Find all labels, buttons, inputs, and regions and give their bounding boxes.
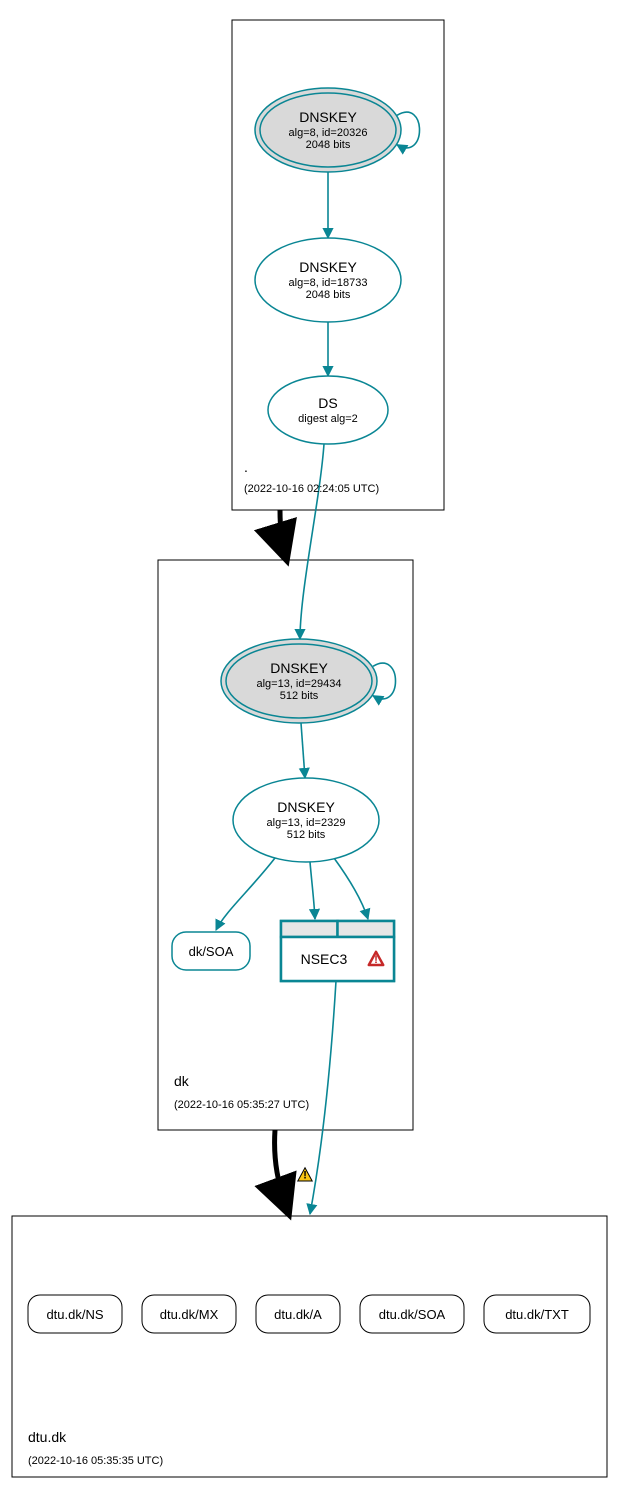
node-dk_ksk: DNSKEY alg=13, id=29434512 bits <box>221 639 377 723</box>
edge-dk-zsk-to-nsec-b <box>334 858 368 919</box>
edge-root-box-to-dk-box <box>280 510 286 558</box>
rrset-4-label: dtu.dk/TXT <box>505 1307 569 1322</box>
node-dk_ksk-line2: 512 bits <box>280 690 319 702</box>
zone-root-label: . <box>244 459 248 475</box>
edge-dk-ksk-to-zsk <box>301 723 305 778</box>
node-root_zsk-line0: DNSKEY <box>299 259 357 275</box>
rrset-4: dtu.dk/TXT <box>484 1295 590 1333</box>
edge-root-ds-to-dk-ksk <box>300 444 324 639</box>
node-dk_zsk-line2: 512 bits <box>287 829 326 841</box>
svg-text:!: ! <box>303 1170 307 1182</box>
rrset-0: dtu.dk/NS <box>28 1295 122 1333</box>
node-dk_zsk-line0: DNSKEY <box>277 799 335 815</box>
node-dk_ksk-line1: alg=13, id=29434 <box>256 678 341 690</box>
node-dk_soa: dk/SOA <box>172 932 250 970</box>
edge-dk-box-to-dtu-box-warn-icon: ! <box>298 1168 312 1182</box>
node-dk_zsk-line1: alg=13, id=2329 <box>267 817 346 829</box>
node-root_ds: DS digest alg=2 <box>268 376 388 444</box>
node-nsec3: NSEC3! <box>281 921 394 981</box>
zone-dk-timestamp: (2022-10-16 05:35:27 UTC) <box>174 1099 309 1111</box>
node-root_ds-line0: DS <box>318 395 337 411</box>
rrset-2: dtu.dk/A <box>256 1295 340 1333</box>
edge-dk-zsk-to-nsec-a <box>310 862 315 919</box>
rrset-2-label: dtu.dk/A <box>274 1307 322 1322</box>
zone-root-timestamp: (2022-10-16 02:24:05 UTC) <box>244 483 379 495</box>
zone-dtu-timestamp: (2022-10-16 05:35:35 UTC) <box>28 1455 163 1467</box>
rrset-1-label: dtu.dk/MX <box>160 1307 219 1322</box>
node-root_zsk-line1: alg=8, id=18733 <box>289 277 368 289</box>
node-root_ksk-line1: alg=8, id=20326 <box>289 127 368 139</box>
node-dk_zsk: DNSKEY alg=13, id=2329512 bits <box>233 778 379 862</box>
svg-text:!: ! <box>374 954 378 966</box>
zone-dtu-box <box>12 1216 607 1477</box>
zone-dk-label: dk <box>174 1073 190 1089</box>
rrset-3-label: dtu.dk/SOA <box>379 1307 446 1322</box>
node-root_zsk: DNSKEY alg=8, id=187332048 bits <box>255 238 401 322</box>
node-root_ksk-line2: 2048 bits <box>306 139 351 151</box>
node-dk_ksk-line0: DNSKEY <box>270 660 328 676</box>
edge-nsec-to-dtu <box>310 981 336 1214</box>
rrset-0-label: dtu.dk/NS <box>46 1307 103 1322</box>
node-root_ds-line1: digest alg=2 <box>298 413 358 425</box>
node-nsec3-label: NSEC3 <box>301 951 348 967</box>
edge-dk-box-to-dtu-box <box>275 1130 288 1212</box>
node-root_ksk-line0: DNSKEY <box>299 109 357 125</box>
node-dk_soa-label: dk/SOA <box>189 944 234 959</box>
node-root_ksk: DNSKEY alg=8, id=203262048 bits <box>255 88 401 172</box>
zone-dtu-label: dtu.dk <box>28 1429 67 1445</box>
rrset-1: dtu.dk/MX <box>142 1295 236 1333</box>
rrset-3: dtu.dk/SOA <box>360 1295 464 1333</box>
edge-dk-zsk-to-soa <box>216 858 275 930</box>
node-root_zsk-line2: 2048 bits <box>306 289 351 301</box>
